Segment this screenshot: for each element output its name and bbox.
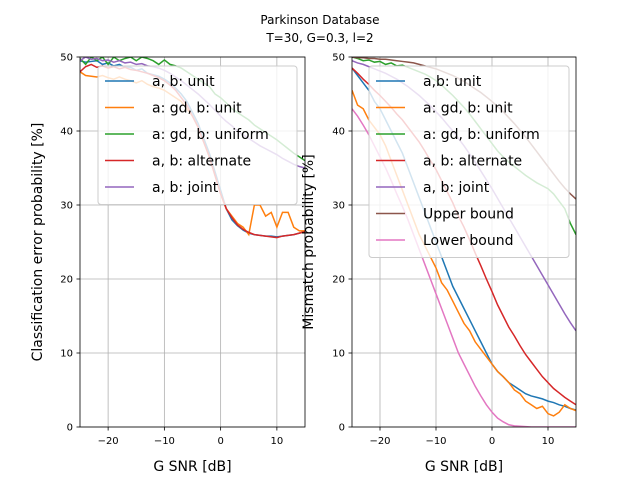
legend-label: a: gd, b: uniform bbox=[152, 127, 269, 143]
x-tick-label: 10 bbox=[542, 436, 555, 447]
y-tick-label: 50 bbox=[60, 53, 73, 64]
x-tick-label: −20 bbox=[98, 436, 119, 447]
axes-frame bbox=[79, 56, 306, 428]
y-tick-label: 20 bbox=[60, 275, 73, 286]
x-tick-label: −20 bbox=[369, 436, 390, 447]
right-plot-mismatch-probability: −20 −10 0 10 0 10 20 30 40 50 G SNR [dB] Mismatch p… bbox=[301, 53, 577, 475]
y-tick-label: 30 bbox=[60, 201, 73, 212]
axes-frame bbox=[351, 56, 577, 428]
legend-label: a,b: unit bbox=[423, 74, 482, 90]
figure-title-line2: T=30, G=0.3, l=2 bbox=[265, 31, 373, 45]
legend-label: a: gd, b: unit bbox=[152, 101, 242, 117]
y-tick-label: 40 bbox=[332, 127, 345, 138]
left-plot-classification-error: −20 −10 0 10 0 10 20 30 40 50 G SNR [dB] Classifica… bbox=[30, 53, 306, 475]
legend-label: a, b: alternate bbox=[152, 154, 251, 170]
legend-label: Upper bound bbox=[423, 207, 514, 223]
x-axis-label: G SNR [dB] bbox=[153, 459, 231, 475]
y-tick-label: 50 bbox=[332, 53, 345, 64]
x-tick-label: −10 bbox=[425, 436, 446, 447]
x-tick-label: −10 bbox=[154, 436, 175, 447]
y-tick-label: 10 bbox=[60, 349, 73, 360]
x-axis-label: G SNR [dB] bbox=[425, 459, 503, 475]
legend-label: a, b: alternate bbox=[423, 154, 522, 170]
y-tick-label: 0 bbox=[339, 423, 345, 434]
y-tick-label: 0 bbox=[67, 423, 73, 434]
y-tick-label: 10 bbox=[332, 349, 345, 360]
x-tick-label: 10 bbox=[271, 436, 284, 447]
x-tick-label: 0 bbox=[217, 436, 223, 447]
y-tick-label: 30 bbox=[332, 201, 345, 212]
legend-label: a, b: joint bbox=[423, 180, 490, 196]
figure-title-line1: Parkinson Database bbox=[260, 13, 379, 27]
legend-box bbox=[97, 65, 298, 205]
y-axis-label: Classification error probability [%] bbox=[30, 123, 46, 362]
legend-label: a, b: joint bbox=[152, 180, 219, 196]
y-tick-label: 20 bbox=[332, 275, 345, 286]
legend-label: a, b: unit bbox=[152, 74, 215, 90]
legend-label: a: gd, b: uniform bbox=[423, 127, 540, 143]
legend-label: a: gd, b: unit bbox=[423, 101, 513, 117]
legend-box bbox=[368, 65, 570, 258]
legend-label: Lower bound bbox=[423, 233, 513, 249]
x-tick-label: 0 bbox=[489, 436, 495, 447]
y-axis-label: Mismatch probability [%] bbox=[301, 154, 317, 329]
y-tick-label: 40 bbox=[60, 127, 73, 138]
